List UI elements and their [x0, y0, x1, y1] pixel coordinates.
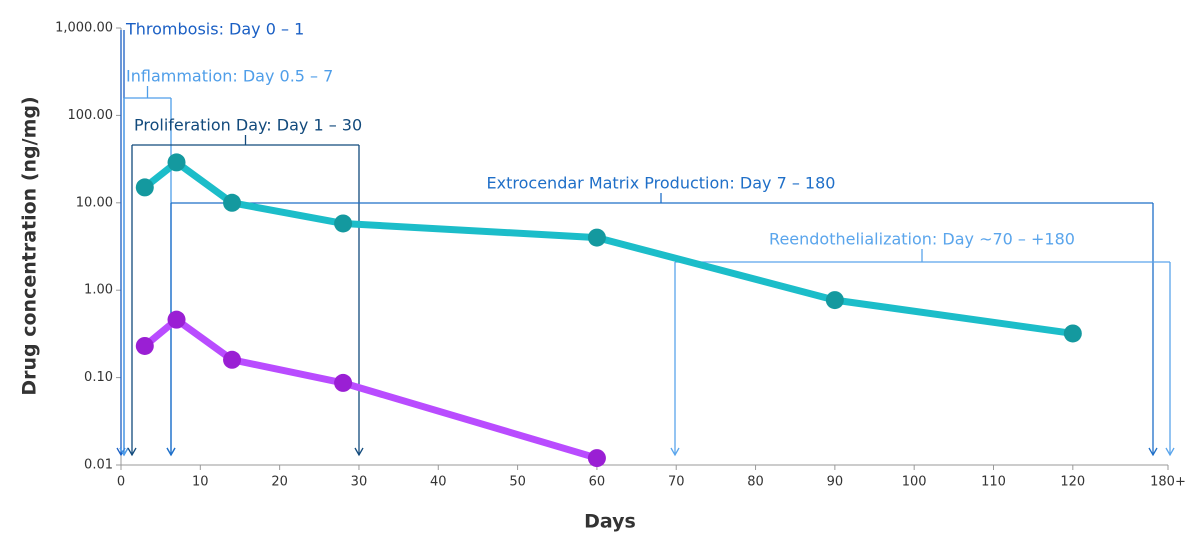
phase-label: Reendothelialization: Day ~70 – +180	[769, 230, 1075, 249]
arrow-head	[1148, 447, 1158, 457]
data-point	[587, 228, 606, 247]
y-axis-title: Drug concentration (ng/mg)	[19, 96, 41, 395]
x-tick-label: 120	[1060, 475, 1085, 490]
arrow-head	[166, 447, 176, 457]
y-tick-label: 1,000.00	[55, 21, 113, 36]
x-tick-label: 180+	[1150, 475, 1186, 490]
y-tick-label: 0.10	[84, 370, 113, 385]
arrow-head	[127, 447, 137, 457]
data-point	[223, 350, 242, 369]
x-tick-label: 90	[827, 475, 844, 490]
x-axis-title: Days	[584, 511, 636, 533]
phase-label: Inflammation: Day 0.5 – 7	[126, 67, 333, 86]
x-tick-label: 60	[589, 475, 606, 490]
phase-label: Proliferation Day: Day 1 – 30	[134, 116, 362, 135]
data-point	[825, 291, 844, 310]
x-tick-label: 10	[192, 475, 209, 490]
x-tick-label: 0	[117, 475, 125, 490]
arrow-head	[119, 447, 129, 457]
x-tick-label: 30	[351, 475, 368, 490]
arrow-head	[670, 447, 680, 457]
data-point	[334, 373, 353, 392]
arrow-head	[1165, 447, 1175, 457]
x-tick-label: 20	[271, 475, 288, 490]
x-tick-label: 100	[902, 475, 927, 490]
y-tick-label: 100.00	[68, 108, 114, 123]
y-tick-label: 1.00	[84, 283, 113, 298]
y-tick-label: 0.01	[84, 458, 113, 473]
phase-label: Thrombosis: Day 0 – 1	[125, 20, 304, 39]
y-tick-label: 10.00	[76, 195, 113, 210]
x-tick-label: 110	[981, 475, 1006, 490]
data-point	[135, 336, 154, 355]
series-line	[142, 316, 598, 462]
data-point	[1063, 324, 1082, 343]
arrow-head	[354, 447, 364, 457]
x-tick-label: 70	[668, 475, 685, 490]
x-tick-label: 40	[430, 475, 447, 490]
x-tick-label: 80	[747, 475, 764, 490]
data-point	[167, 310, 186, 329]
data-point	[223, 193, 242, 212]
x-tick-label: 50	[509, 475, 526, 490]
phase-label: Extrocendar Matrix Production: Day 7 – 1…	[487, 174, 836, 193]
data-point	[334, 214, 353, 233]
data-point	[135, 178, 154, 197]
data-point	[167, 153, 186, 172]
data-point	[587, 449, 606, 468]
